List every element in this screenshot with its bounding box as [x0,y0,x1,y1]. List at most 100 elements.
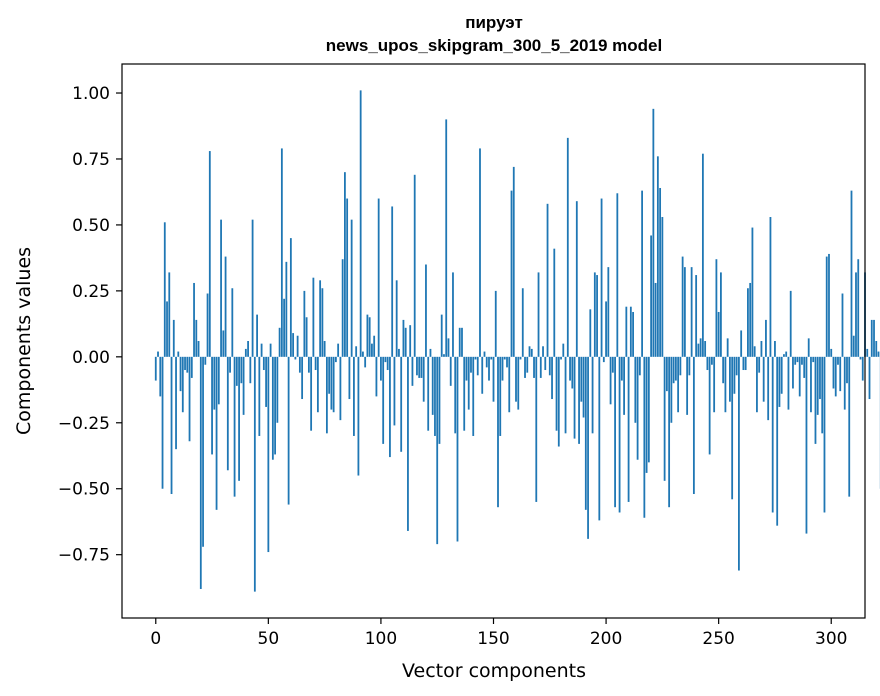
bar [310,356,313,431]
bar [235,356,238,386]
y-axis-label: Components values [13,247,35,435]
y-tick-label: 0.25 [72,282,110,302]
bar [582,356,585,418]
bar [859,356,862,360]
bar [769,217,772,357]
bar [557,356,560,447]
bar [564,356,567,434]
bar [382,356,385,444]
bar [683,267,686,357]
bar [533,356,535,378]
bar [366,314,369,357]
bar [866,348,869,357]
bar [747,288,749,357]
bar [526,356,529,373]
bar [461,327,463,357]
bar [701,153,704,357]
bar [391,206,394,357]
bar [458,327,461,357]
bar [780,356,783,394]
bar [654,282,657,357]
bar [278,327,281,357]
bar [434,356,436,436]
bar [848,356,851,497]
bar [497,356,499,508]
bar [188,356,191,442]
bar [641,190,643,357]
bar [287,356,290,505]
bar [242,356,245,415]
bar [713,356,716,413]
bar [647,356,650,463]
bar [805,356,808,534]
bar [659,187,662,357]
bar [686,356,689,415]
bar [229,356,231,373]
bar [265,356,267,407]
bar [600,198,603,357]
bar [467,356,470,410]
bar [375,356,378,397]
bar [330,356,333,410]
bar [413,174,416,357]
bar [771,356,774,513]
bar [490,356,493,360]
bar [274,356,276,455]
bar [645,356,648,473]
bar [463,356,466,431]
plot-frame [121,63,866,619]
bar [774,341,776,357]
bar [632,311,634,357]
bar [870,319,873,357]
bar [222,330,225,357]
bar [560,356,562,360]
bar [843,356,846,410]
bar [211,356,213,455]
bar [224,256,227,357]
bar [787,356,790,410]
bar [796,356,799,363]
bar [812,356,815,363]
x-tick-label: 200 [590,629,622,649]
bar [285,261,288,357]
bar [238,356,240,481]
bar [479,148,481,357]
bar [202,356,204,547]
bar [416,356,418,376]
bar [620,356,623,381]
bar [319,280,322,357]
bar [271,356,274,460]
bar [190,356,193,378]
bar [443,354,445,357]
bar [688,356,691,376]
bar [519,356,522,360]
bar [596,275,598,357]
bar [729,356,731,402]
bar [256,314,258,357]
bar [231,288,234,357]
bar [695,275,698,357]
bar [837,356,839,365]
bar [197,341,200,357]
bar [756,356,758,413]
bar [562,343,565,357]
bar [699,338,702,357]
x-tick-label: 0 [150,629,161,649]
x-axis-label: Vector components [402,660,586,682]
bar [760,341,763,357]
bar [384,356,387,363]
bar [483,351,486,357]
bar [724,356,727,413]
bar [614,356,616,508]
bar [578,356,580,444]
bar [452,272,454,357]
bar [289,238,292,357]
bar [542,346,544,357]
bar [499,356,502,436]
bar [193,282,195,357]
bar [456,356,459,542]
bar [393,356,396,426]
bar [179,356,182,392]
bar [674,356,677,381]
bar [395,280,398,357]
